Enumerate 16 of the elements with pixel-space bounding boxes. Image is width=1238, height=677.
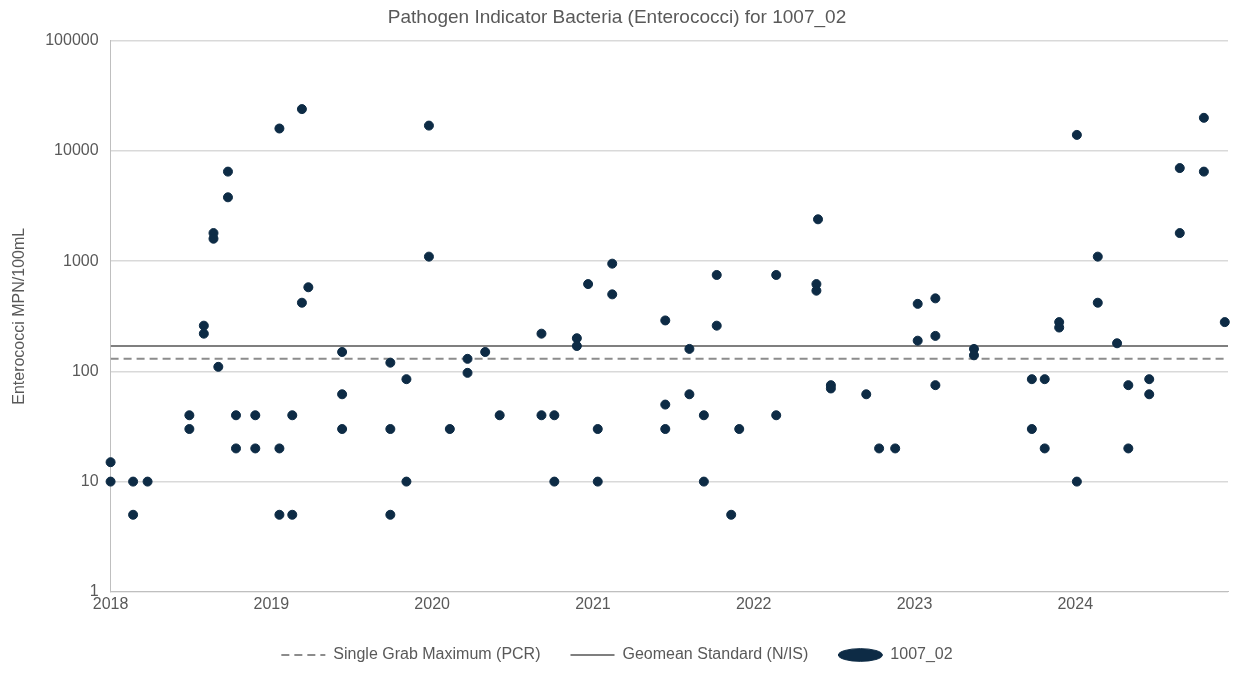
y-tick-label: 1000 [63,251,99,269]
x-tick-label: 2024 [1057,594,1094,612]
y-tick-label: 10000 [54,141,99,159]
x-tick-label: 2022 [735,594,772,612]
x-tick-label: 2023 [896,594,933,612]
y-tick-label: 10 [80,472,99,490]
y-axis-title: Enterococci MPN/100mL [10,227,28,405]
x-tick-label: 2021 [575,594,611,612]
legend-label: Single Grab Maximum (PCR) [333,645,541,663]
y-tick-label: 100 [71,361,99,379]
chart-title: Pathogen Indicator Bacteria (Enterococci) for 1007_02 [387,5,847,28]
x-tick-label: 2019 [253,594,290,612]
y-tick-label: 100000 [45,31,99,49]
x-tick-label: 2020 [414,594,451,612]
legend-label: 1007_02 [890,645,953,664]
legend-label: Geomean Standard (N/IS) [622,645,809,663]
